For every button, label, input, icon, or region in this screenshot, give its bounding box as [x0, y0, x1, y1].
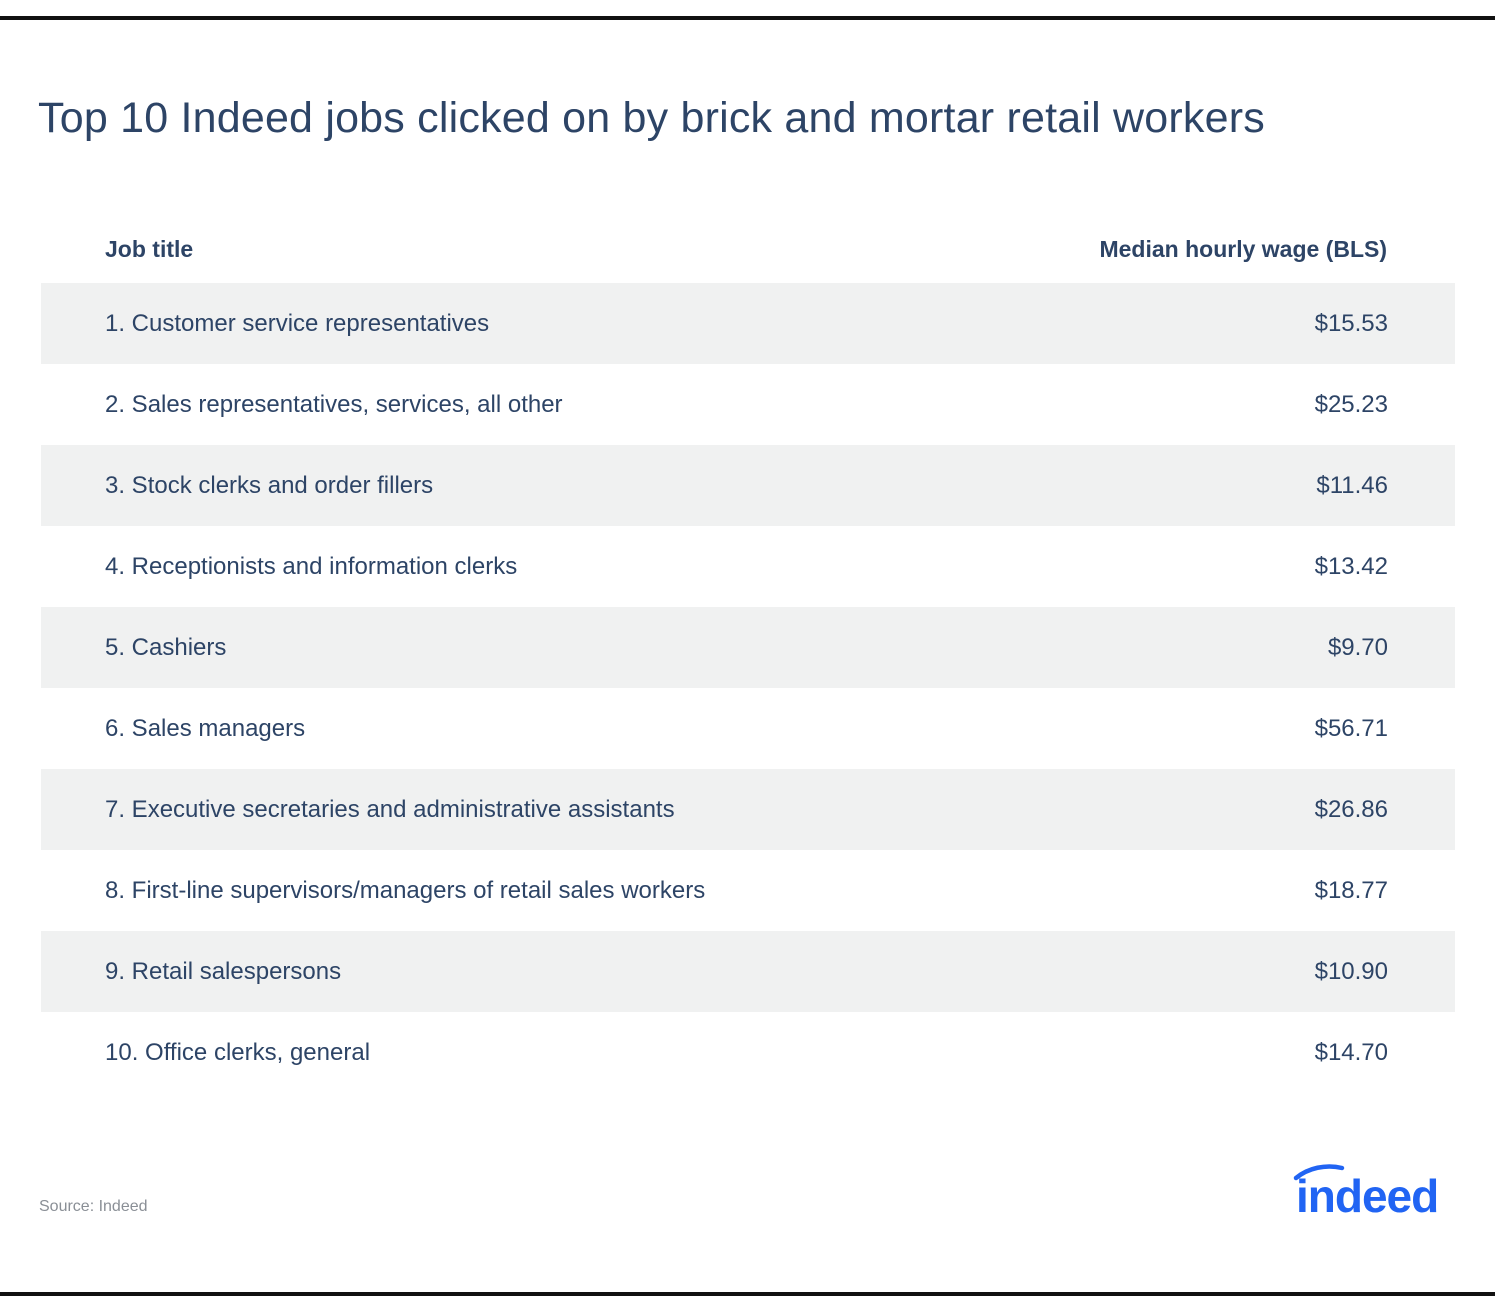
wage-cell: $18.77	[1314, 876, 1388, 904]
table-row: 7. Executive secretaries and administrat…	[41, 769, 1455, 850]
wage-cell: $10.90	[1314, 957, 1388, 985]
wage-cell: $26.86	[1314, 795, 1388, 823]
logo-swoosh	[1293, 1164, 1345, 1181]
table-row: 6. Sales managers $56.71	[41, 688, 1455, 769]
table-row: 5. Cashiers $9.70	[41, 607, 1455, 688]
jobs-table: 1. Customer service representatives $15.…	[41, 283, 1455, 1093]
wage-cell: $14.70	[1314, 1038, 1388, 1066]
job-title-cell: 9. Retail salespersons	[105, 957, 342, 985]
wage-cell: $11.46	[1316, 471, 1388, 499]
wage-cell: $15.53	[1314, 309, 1388, 337]
table-row: 10. Office clerks, general $14.70	[41, 1012, 1455, 1093]
indeed-logo: indeed	[1293, 1164, 1439, 1220]
job-title-cell: 1. Customer service representatives	[105, 309, 490, 337]
job-title-cell: 5. Cashiers	[105, 633, 227, 661]
table-row: 8. First-line supervisors/managers of re…	[41, 850, 1455, 931]
job-title-cell: 7. Executive secretaries and administrat…	[105, 795, 675, 823]
table-row: 1. Customer service representatives $15.…	[41, 283, 1455, 364]
job-title-cell: 3. Stock clerks and order fillers	[105, 471, 434, 499]
job-title-cell: 6. Sales managers	[105, 714, 306, 742]
table-row: 2. Sales representatives, services, all …	[41, 364, 1455, 445]
wage-cell: $25.23	[1314, 390, 1388, 418]
table-row: 4. Receptionists and information clerks …	[41, 526, 1455, 607]
column-header-job-title: Job title	[105, 236, 194, 262]
bottom-rule	[0, 1292, 1495, 1296]
source-note: Source: Indeed	[39, 1198, 148, 1215]
logo-wordmark: indeed	[1296, 1170, 1438, 1220]
job-title-cell: 2. Sales representatives, services, all …	[105, 390, 563, 418]
top-rule	[0, 16, 1495, 20]
wage-cell: $13.42	[1314, 552, 1388, 580]
job-title-cell: 4. Receptionists and information clerks	[105, 552, 518, 580]
chart-title: Top 10 Indeed jobs clicked on by brick a…	[38, 94, 1265, 142]
table-row: 9. Retail salespersons $10.90	[41, 931, 1455, 1012]
column-header-median-wage: Median hourly wage (BLS)	[1099, 236, 1387, 262]
job-title-cell: 8. First-line supervisors/managers of re…	[105, 876, 706, 904]
table-row: 3. Stock clerks and order fillers $11.46	[41, 445, 1455, 526]
wage-cell: $9.70	[1327, 633, 1388, 661]
wage-cell: $56.71	[1314, 714, 1388, 742]
job-title-cell: 10. Office clerks, general	[105, 1038, 371, 1066]
